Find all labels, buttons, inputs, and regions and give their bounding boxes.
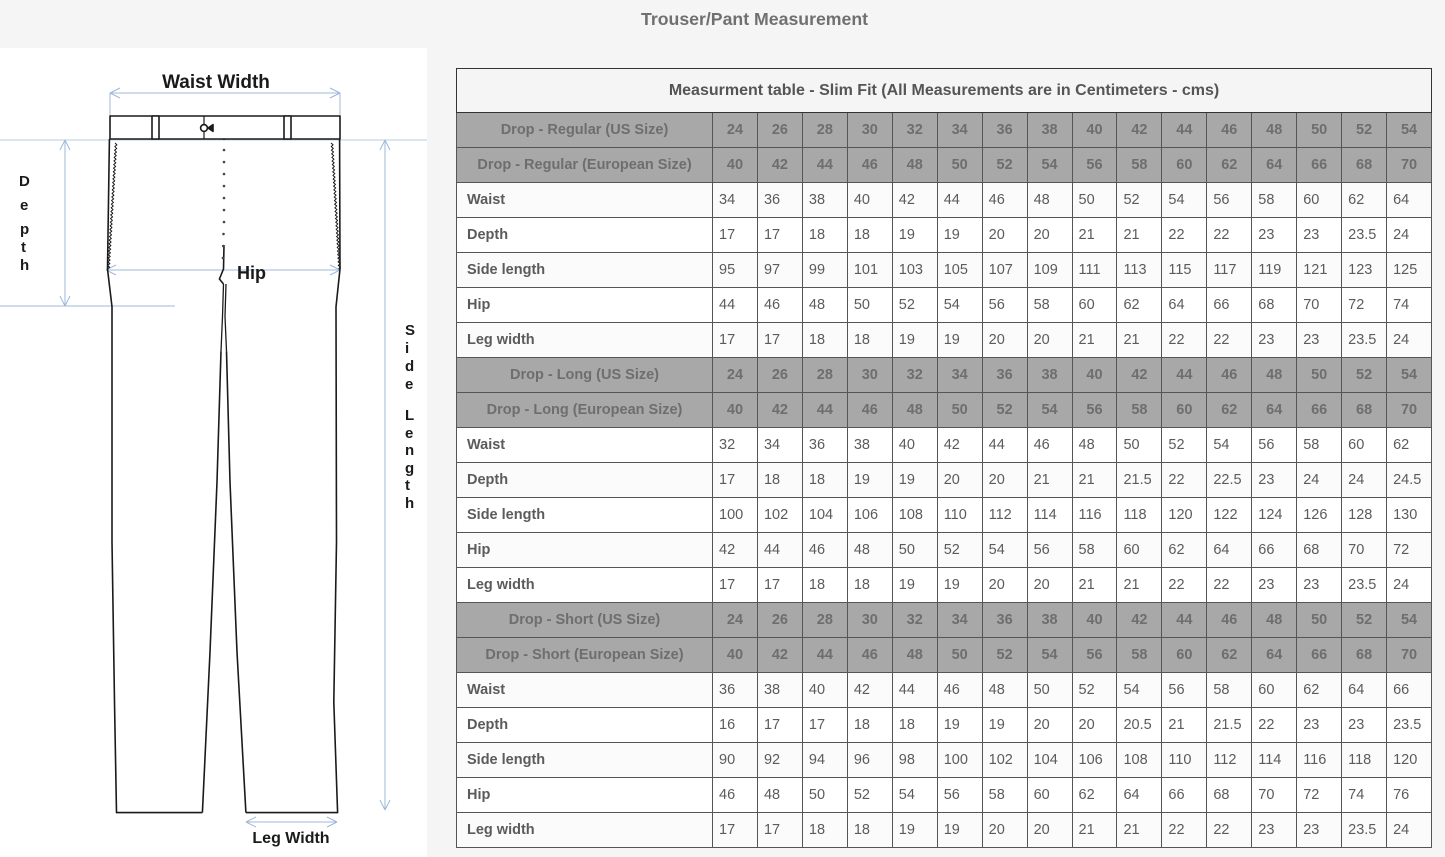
svg-text:i: i — [405, 340, 409, 357]
svg-text:t: t — [405, 477, 410, 494]
svg-text:e: e — [405, 425, 413, 442]
svg-text:Waist Width: Waist Width — [162, 72, 270, 93]
svg-text:h: h — [405, 495, 414, 512]
svg-text:p: p — [20, 221, 29, 238]
svg-text:g: g — [405, 460, 414, 477]
svg-text:Hip: Hip — [237, 263, 266, 283]
svg-text:L: L — [405, 407, 414, 424]
svg-text:D: D — [19, 173, 30, 190]
svg-text:n: n — [405, 442, 414, 459]
svg-text:e: e — [20, 197, 28, 214]
svg-text:Leg Width: Leg Width — [252, 830, 329, 847]
svg-text:h: h — [20, 257, 29, 274]
svg-text:S: S — [405, 322, 415, 339]
svg-text:e: e — [405, 376, 413, 393]
svg-text:t: t — [21, 239, 26, 256]
svg-text:d: d — [405, 358, 414, 375]
